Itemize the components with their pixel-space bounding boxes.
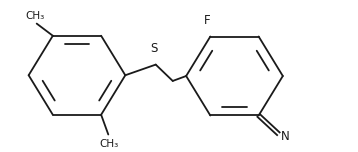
Text: S: S [150, 42, 158, 55]
Text: F: F [203, 14, 210, 27]
Text: CH₃: CH₃ [25, 10, 44, 21]
Text: CH₃: CH₃ [100, 139, 118, 149]
Text: N: N [281, 130, 290, 143]
